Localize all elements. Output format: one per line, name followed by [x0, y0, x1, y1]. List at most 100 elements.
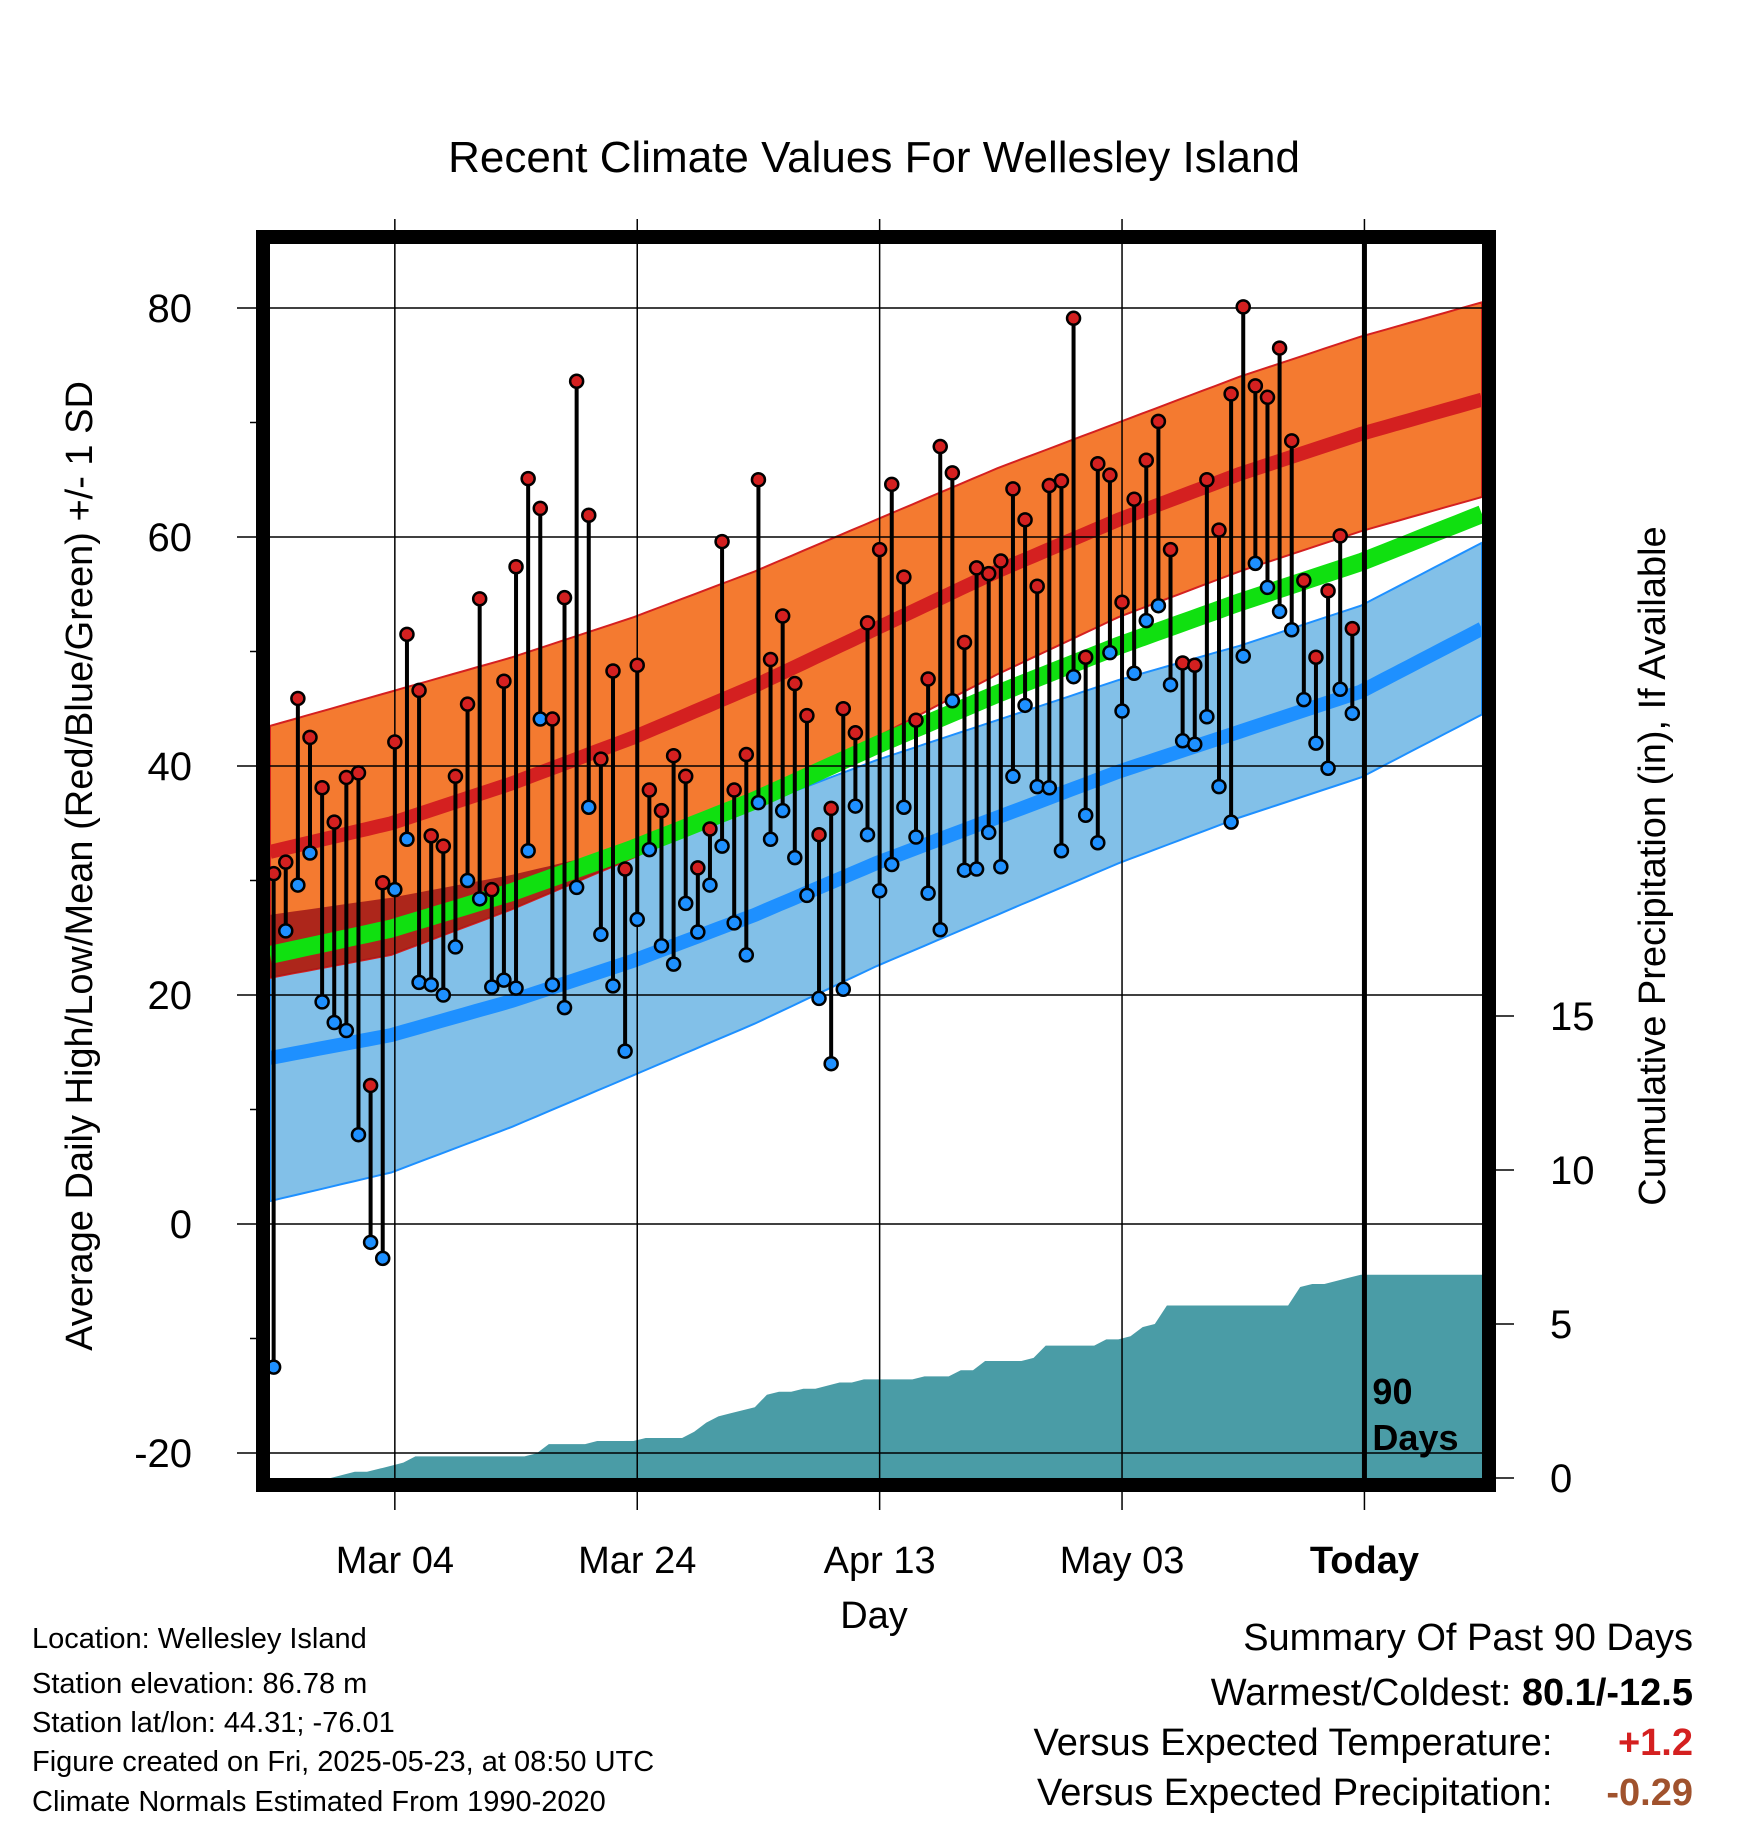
- daily-high-point: [993, 553, 1009, 569]
- daily-low-point: [568, 879, 585, 896]
- daily-low-point: [350, 1126, 367, 1143]
- y-tick-label: -20: [134, 1432, 192, 1476]
- daily-high-point: [1150, 413, 1167, 430]
- daily-high-point: [653, 802, 670, 819]
- daily-high-point: [1223, 386, 1239, 402]
- daily-high-point: [362, 1077, 379, 1094]
- daily-high-point: [314, 780, 330, 796]
- daily-high-point: [411, 682, 427, 699]
- daily-low-point: [690, 924, 706, 940]
- daily-low-point: [496, 972, 512, 988]
- daily-low-point: [593, 926, 609, 943]
- daily-high-point: [847, 725, 864, 741]
- daily-low-point: [1150, 597, 1167, 614]
- daily-high-point: [629, 657, 645, 673]
- daily-low-point: [871, 883, 888, 899]
- daily-low-point: [1332, 681, 1348, 698]
- daily-high-point: [593, 751, 609, 767]
- summary-precip-label: Versus Expected Precipitation:: [1037, 1772, 1553, 1814]
- daily-high-point: [835, 701, 852, 717]
- daily-low-point: [1283, 621, 1300, 638]
- daily-high-point: [702, 821, 718, 837]
- daily-high-point: [1271, 340, 1288, 356]
- info-latlon: Station lat/lon: 44.31; -76.01: [32, 1707, 395, 1739]
- daily-low-point: [270, 1359, 282, 1375]
- daily-high-point: [1259, 389, 1276, 406]
- daily-low-point: [459, 872, 476, 889]
- daily-high-point: [799, 707, 815, 724]
- daily-low-point: [362, 1234, 379, 1251]
- daily-low-point: [653, 938, 670, 954]
- daily-low-point: [1041, 780, 1058, 796]
- y-tick-label: 20: [148, 974, 193, 1018]
- y-tick-label: 40: [148, 745, 193, 789]
- summary-precip-value: -0.29: [1606, 1772, 1693, 1814]
- y-axis-label: Average Daily High/Low/Mean (Red/Blue/Gr…: [59, 381, 101, 1351]
- daily-high-point: [968, 560, 985, 576]
- daily-low-point: [702, 877, 718, 893]
- y-tick-label: 80: [148, 287, 193, 331]
- daily-high-point: [1283, 433, 1300, 449]
- daily-low-point: [1114, 703, 1130, 719]
- daily-low-point: [884, 856, 900, 873]
- daily-low-point: [399, 831, 415, 848]
- x-tick-label: Today: [1310, 1540, 1419, 1582]
- daily-high-point: [568, 373, 585, 390]
- daily-high-point: [1102, 467, 1118, 483]
- daily-low-point: [750, 794, 767, 811]
- daily-low-point: [1211, 778, 1227, 795]
- summary-extremes-value: 80.1/-12.5: [1521, 1672, 1693, 1714]
- info-created: Figure created on Fri, 2025-05-23, at 08…: [32, 1746, 655, 1778]
- daily-low-point: [774, 802, 791, 819]
- daily-low-point: [1259, 579, 1276, 596]
- daily-low-point: [290, 877, 306, 893]
- y2-tick-label: 10: [1550, 1149, 1595, 1193]
- daily-high-point: [774, 608, 791, 624]
- daily-low-point: [1223, 814, 1239, 830]
- daily-high-point: [1320, 583, 1336, 599]
- x-tick-label: Mar 04: [336, 1540, 454, 1582]
- daily-low-point: [799, 887, 815, 904]
- daily-low-point: [835, 981, 852, 998]
- daily-high-point: [556, 589, 573, 606]
- daily-low-point: [447, 939, 464, 955]
- daily-low-point: [1162, 676, 1179, 693]
- daily-high-point: [896, 569, 912, 585]
- daily-high-point: [544, 711, 561, 727]
- daily-low-point: [1005, 768, 1021, 785]
- daily-low-point: [1053, 842, 1070, 859]
- daily-high-point: [956, 634, 973, 651]
- daily-low-point: [1090, 834, 1106, 851]
- daily-high-point: [677, 768, 694, 785]
- daily-low-point: [508, 980, 524, 996]
- daily-high-point: [508, 559, 524, 575]
- daily-high-point: [690, 860, 706, 876]
- daily-low-point: [738, 947, 755, 963]
- daily-low-point: [278, 923, 294, 939]
- precip-area: [270, 1274, 1482, 1478]
- daily-high-point: [387, 734, 403, 750]
- daily-high-point: [1029, 578, 1045, 594]
- daily-high-point: [1114, 594, 1130, 611]
- daily-high-point: [823, 800, 839, 817]
- plot-content: 90 Days: [270, 244, 1482, 1478]
- daily-low-point: [1077, 807, 1094, 823]
- daily-high-point: [520, 470, 536, 487]
- summary-extremes-label: Warmest/Coldest:: [1210, 1672, 1512, 1714]
- daily-low-point: [1102, 644, 1118, 661]
- daily-low-point: [544, 976, 561, 993]
- daily-high-point: [605, 663, 621, 679]
- daily-high-point: [459, 696, 476, 712]
- daily-high-point: [1199, 472, 1215, 488]
- daily-high-point: [1077, 649, 1094, 665]
- axes: Mar 04 Mar 24 Apr 13 May 03 Today -20 0 20 40 60 8…: [134, 219, 1595, 1582]
- daily-low-point: [581, 799, 597, 815]
- daily-low-point: [1187, 736, 1203, 752]
- daily-high-point: [1162, 541, 1179, 558]
- daily-low-point: [665, 956, 682, 972]
- daily-high-point: [1296, 572, 1312, 589]
- plot-area: 90 Days: [270, 244, 1482, 1478]
- daily-high-point: [944, 465, 961, 481]
- daily-low-point: [1344, 705, 1361, 722]
